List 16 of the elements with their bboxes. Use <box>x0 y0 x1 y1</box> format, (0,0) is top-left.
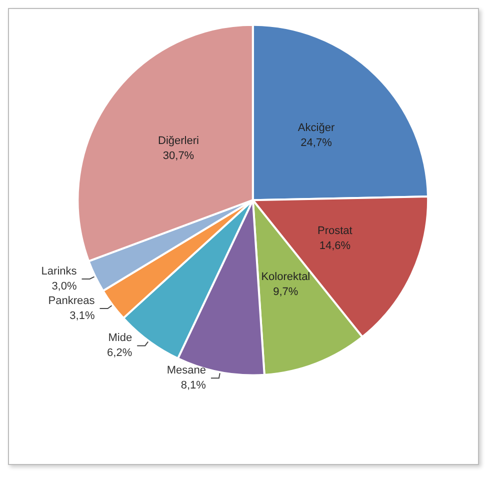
slice-label: Mide <box>108 332 132 344</box>
data-label: 8,1% <box>180 380 206 392</box>
data-label: 3,0% <box>52 280 77 292</box>
slice-label: Pankreas <box>48 295 96 308</box>
slice-label: Kolorektal <box>261 271 310 284</box>
data-label: 14,6% <box>319 240 351 252</box>
slice-label: Larinks <box>41 265 78 278</box>
data-label: 6,2% <box>107 347 132 360</box>
data-label: 30,7% <box>162 150 194 162</box>
data-label: 24,7% <box>300 136 332 149</box>
slice-label: Mesane <box>166 364 206 377</box>
data-label: 3,1% <box>70 310 95 322</box>
data-label: 9,7% <box>273 286 298 298</box>
slice-label: Diğerleri <box>158 134 199 147</box>
slice-label: Akciğer <box>298 122 335 134</box>
slice-label: Prostat <box>317 225 352 238</box>
